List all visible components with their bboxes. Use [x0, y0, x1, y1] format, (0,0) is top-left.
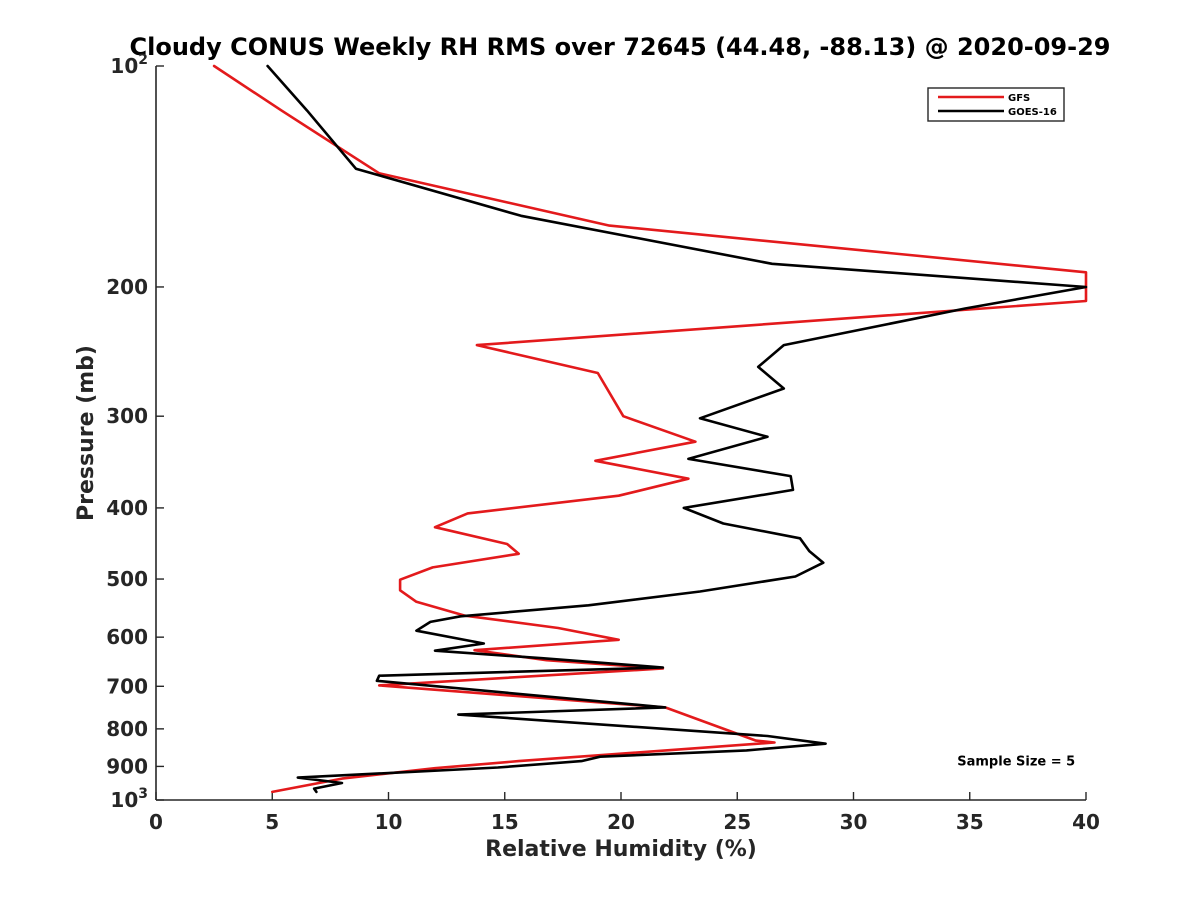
x-ticks: 0 5 10 15 20 25 30 35 40 [149, 792, 1100, 834]
y-tick-label-exponent: 2 [138, 52, 148, 68]
y-tick-label: 500 [106, 567, 148, 591]
y-tick-label: 103 [110, 786, 148, 812]
legend-box [927, 87, 1065, 122]
x-tick-label: 40 [1072, 810, 1100, 834]
y-tick-label: 700 [106, 674, 148, 698]
series-layer [212, 64, 1088, 794]
x-tick-label: 25 [723, 810, 751, 834]
x-tick-label: 10 [375, 810, 403, 834]
x-tick-label: 35 [956, 810, 984, 834]
y-tick-label: 102 [110, 52, 148, 78]
y-tick-label-exponent: 3 [138, 786, 148, 802]
legend-label-goes16: GOES-16 [1008, 107, 1057, 118]
y-tick-label: 400 [106, 496, 148, 520]
series-line-goes16 [266, 64, 1088, 794]
x-tick-label: 20 [607, 810, 635, 834]
y-tick-label: 600 [106, 625, 148, 649]
y-tick-label: 900 [106, 754, 148, 778]
sample-size-annotation: Sample Size = 5 [957, 755, 1075, 770]
y-tick-label: 300 [106, 404, 148, 428]
legend: GFS GOES-16 [927, 87, 1065, 122]
x-tick-label: 15 [491, 810, 519, 834]
y-tick-label-base: 10 [110, 54, 138, 78]
y-tick-label: 800 [106, 717, 148, 741]
axes-frame [155, 66, 1086, 801]
x-tick-label: 5 [265, 810, 279, 834]
x-axis-label: Relative Humidity (%) [485, 837, 757, 862]
x-tick-label: 0 [149, 810, 163, 834]
series-line-gfs [212, 64, 1088, 794]
y-tick-label: 200 [106, 275, 148, 299]
legend-label-gfs: GFS [1008, 93, 1030, 104]
y-axis-label: Pressure (mb) [74, 345, 99, 521]
chart-title: Cloudy CONUS Weekly RH RMS over 72645 (4… [130, 33, 1111, 61]
x-tick-label: 30 [840, 810, 868, 834]
y-tick-label-base: 10 [110, 788, 138, 812]
